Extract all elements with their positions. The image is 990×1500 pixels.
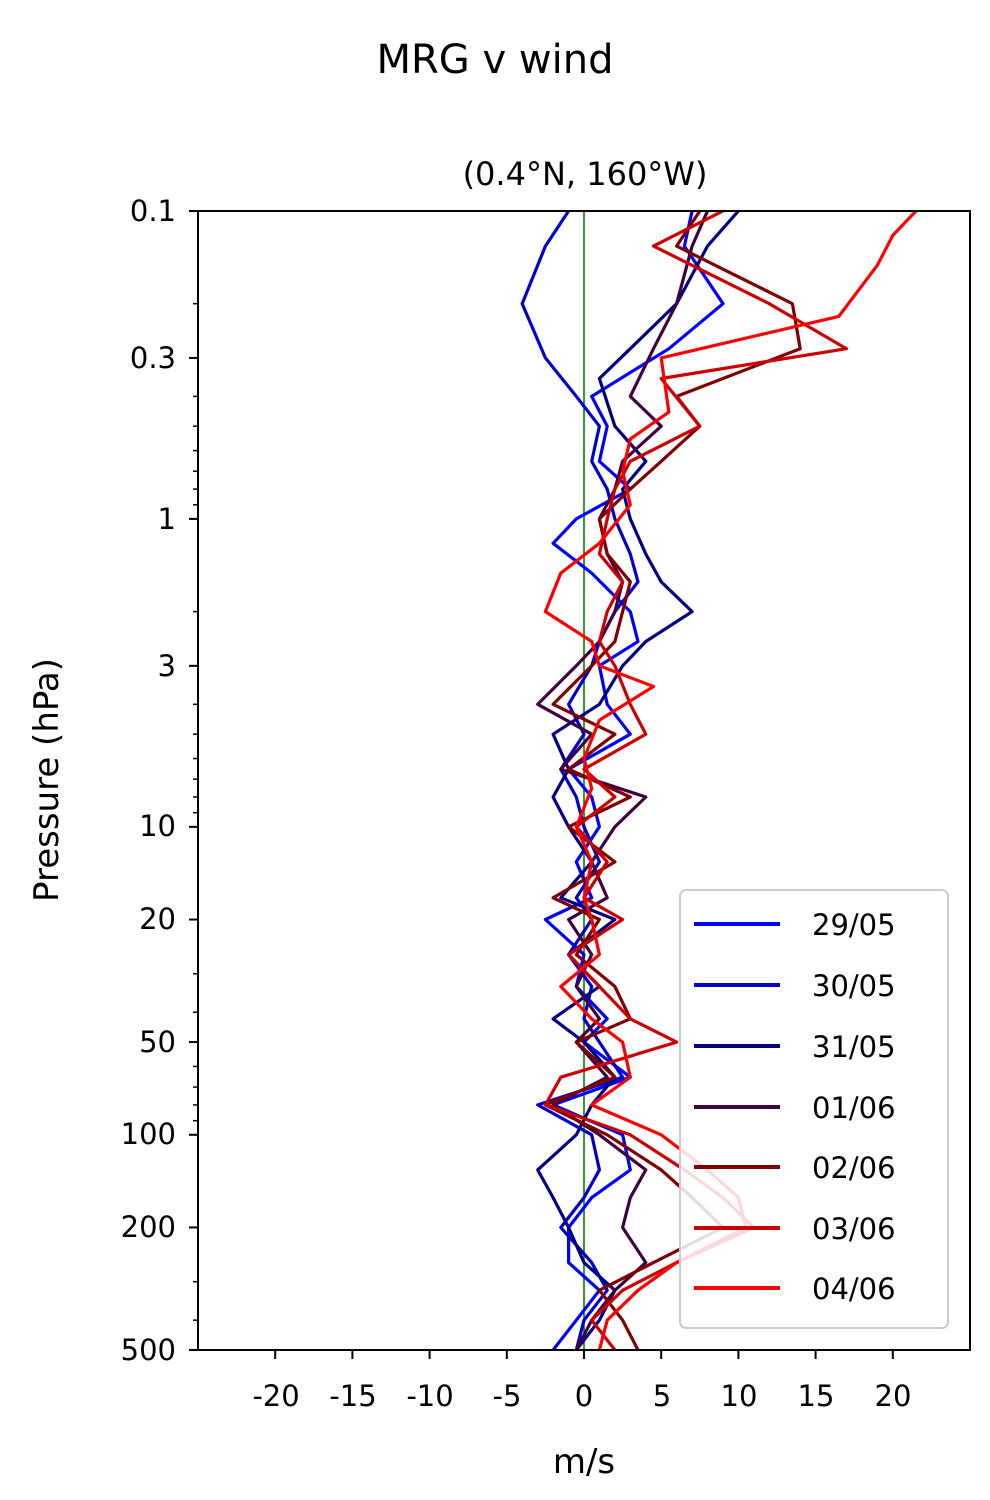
legend-label: 29/05 bbox=[812, 908, 896, 942]
legend-label: 01/06 bbox=[812, 1091, 896, 1125]
y-tick-label: 0.1 bbox=[130, 194, 176, 228]
x-tick-label: 20 bbox=[875, 1379, 912, 1413]
legend: 29/05 30/05 31/05 01/06 02/06 03/06 04/0… bbox=[679, 889, 949, 1329]
x-tick-label: 0 bbox=[575, 1379, 593, 1413]
chart-title: (0.4°N, 160°W) bbox=[463, 155, 708, 193]
series-line-01-06 bbox=[536, 211, 709, 1350]
legend-label: 31/05 bbox=[812, 1030, 896, 1064]
y-tick-label: 200 bbox=[121, 1210, 176, 1244]
legend-box bbox=[679, 889, 949, 1329]
legend-label: 02/06 bbox=[812, 1151, 896, 1185]
legend-label: 04/06 bbox=[812, 1272, 896, 1306]
y-tick-label: 1 bbox=[158, 502, 176, 536]
legend-label: 30/05 bbox=[812, 969, 896, 1003]
y-tick-label: 3 bbox=[158, 649, 176, 683]
x-tick-label: 15 bbox=[798, 1379, 835, 1413]
x-tick-label: -20 bbox=[252, 1379, 299, 1413]
y-tick-label: 10 bbox=[139, 809, 176, 843]
y-tick-label: 100 bbox=[121, 1117, 176, 1151]
series-line-30-05 bbox=[520, 211, 640, 1350]
y-tick-label: 0.3 bbox=[130, 341, 176, 375]
series-line-02-06 bbox=[543, 211, 802, 1350]
y-tick-labels: 0.1 0.3 1 3 10 20 50 100 200 500 bbox=[121, 194, 176, 1367]
x-axis-label: m/s bbox=[553, 1442, 615, 1482]
x-tick-label: -10 bbox=[406, 1379, 453, 1413]
axis-ticks bbox=[189, 210, 894, 1359]
y-tick-label: 20 bbox=[139, 902, 176, 936]
figure-title: MRG v wind bbox=[377, 37, 614, 83]
plot-area bbox=[189, 210, 971, 1359]
y-tick-label: 50 bbox=[139, 1025, 176, 1059]
x-tick-label: -5 bbox=[493, 1379, 522, 1413]
y-tick-label: 500 bbox=[121, 1333, 176, 1367]
legend-label: 03/06 bbox=[812, 1212, 896, 1246]
y-axis-label: Pressure (hPa) bbox=[27, 658, 67, 902]
x-tick-label: -15 bbox=[329, 1379, 376, 1413]
x-tick-labels: -20 -15 -10 -5 0 5 10 15 20 bbox=[252, 1379, 911, 1413]
x-tick-label: 5 bbox=[653, 1379, 671, 1413]
x-tick-label: 10 bbox=[721, 1379, 758, 1413]
